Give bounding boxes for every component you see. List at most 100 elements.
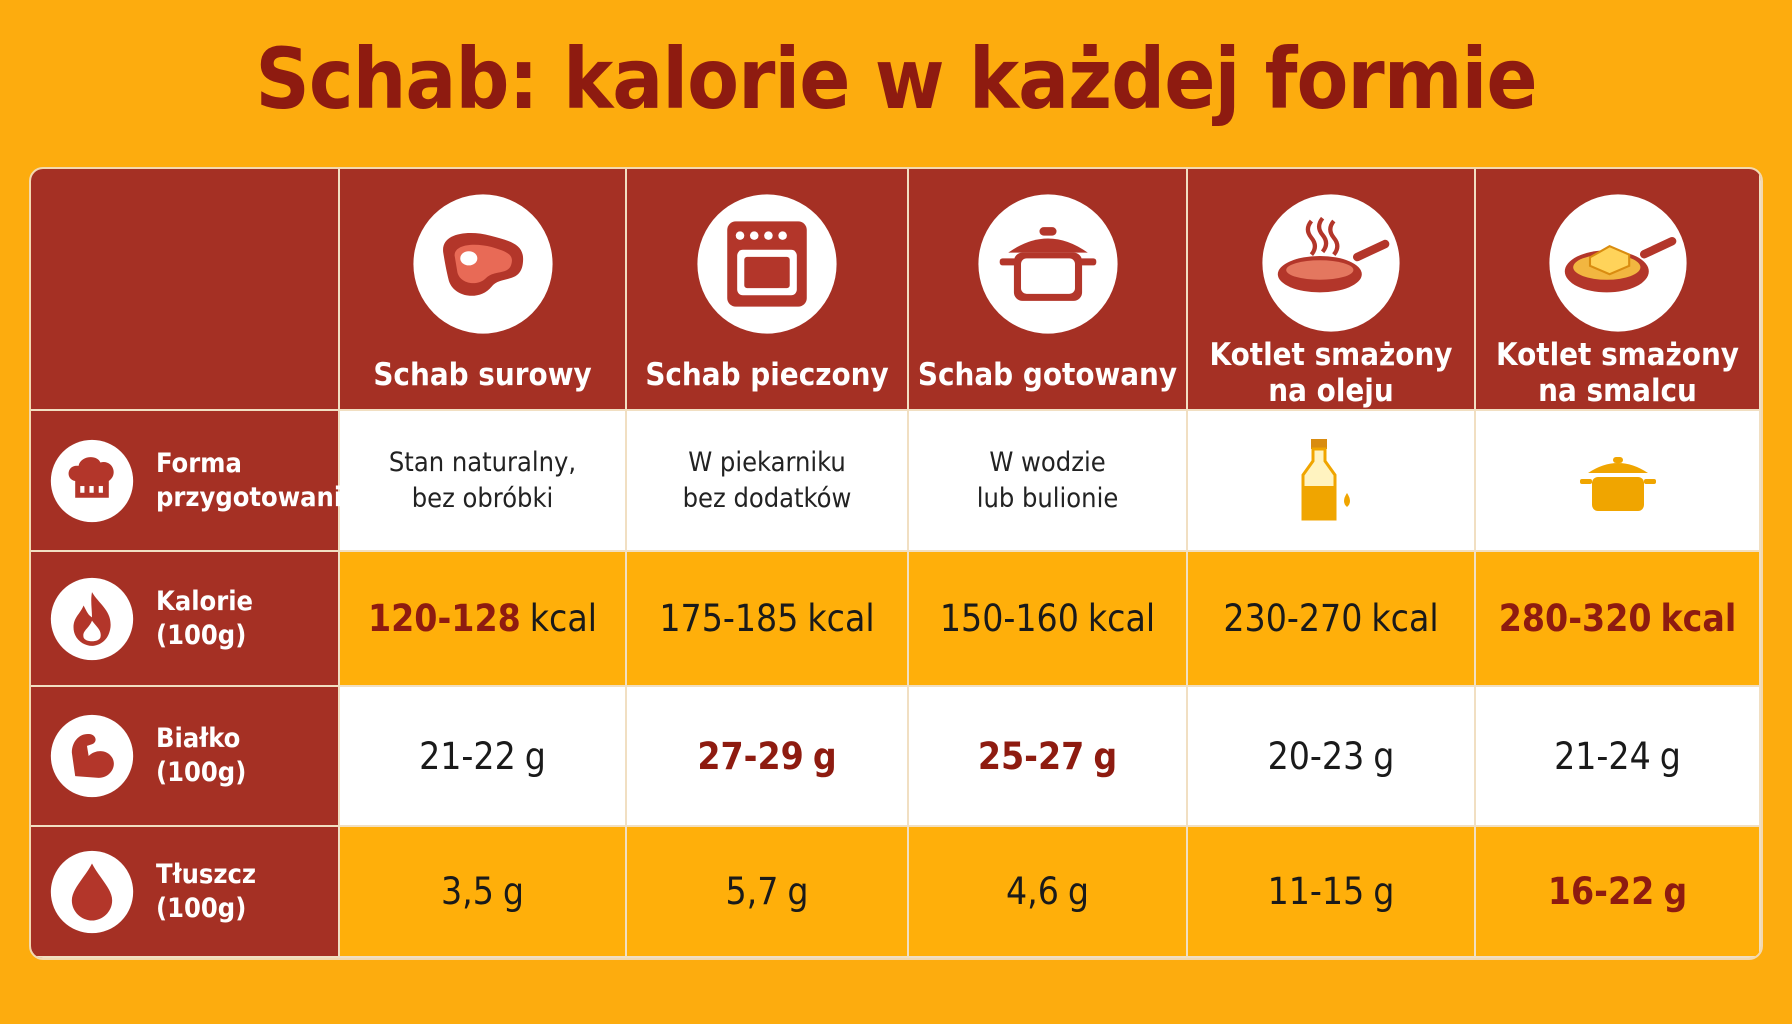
cell-value: 175-185 kcal [659,597,874,640]
table-cell: W wodzie lub bulionie [909,411,1188,552]
cell-line: bez obróbki [411,482,554,514]
table-cell: 5,7 g [627,827,909,958]
cell-value: 230-270 kcal [1223,597,1438,640]
value: 280-320 [1498,597,1652,640]
row-label: Tłuszcz (100g) [31,827,340,958]
cell-value: 27-29 g [697,735,836,778]
column-header: Schab gotowany [909,169,1188,411]
column-header: Kotlet smażony na oleju [1188,169,1476,411]
unit: g [1093,734,1118,778]
table-cell: 4,6 g [909,827,1188,958]
unit: g [1659,734,1681,778]
column-title: Kotlet smażony na oleju [1210,337,1453,409]
row-label-line: (100g) [156,892,247,924]
row-label-line: (100g) [156,757,247,788]
row-label-text: Forma przygotowania [156,447,359,515]
table-cell: 20-23 g [1188,687,1476,827]
unit: g [1067,870,1090,913]
column-title-line: Kotlet smażony [1496,337,1739,373]
cell-value: 3,5 g [441,870,524,913]
row-label-line: Tłuszcz [156,858,257,890]
cell-line: W wodzie [989,446,1106,478]
value: 21-24 [1554,734,1651,778]
column-icon [1262,194,1400,332]
cell-value: 25-27 g [978,735,1117,778]
row-label-text: Kalorie (100g) [156,585,253,653]
unit: g [1373,870,1395,913]
column-header: Schab pieczony [627,169,909,411]
column-title: Schab surowy [373,357,591,393]
value: 150-160 [939,597,1079,640]
unit: kcal [1660,597,1737,640]
cell-value: 21-22 g [419,735,546,778]
column-title: Kotlet smażony na smalcu [1496,337,1739,409]
cell-value: 120-128 kcal [368,597,597,640]
table-cell: 21-24 g [1476,687,1761,827]
cell-value: 11-15 g [1268,870,1395,913]
value: 175-185 [659,597,799,640]
row-label: Forma przygotowania [31,411,359,552]
table: Schab surowy Schab pieczony Schab gotowany… [29,167,1763,960]
column-title-line: Schab surowy [373,357,592,393]
cell-line: lub bulionie [976,482,1119,514]
column-title-line: Schab gotowany [917,357,1178,393]
value: 25-27 [977,734,1085,778]
value: 11-15 [1267,870,1365,913]
table-cell [1476,411,1761,552]
column-icon [697,194,837,334]
value: 20-23 [1267,734,1365,778]
table-cell: 175-185 kcal [627,552,909,687]
table-cell: 11-15 g [1188,827,1476,958]
table-cell [1188,411,1476,552]
table-cell: Stan naturalny, bez obróbki [340,411,627,552]
value: 4,6 [1005,870,1059,913]
cell-value: 20-23 g [1268,735,1395,778]
row-label-text: Tłuszcz (100g) [156,858,256,926]
value: 3,5 [440,870,494,913]
column-title-line: na smalcu [1538,373,1697,409]
value: 230-270 [1223,597,1363,640]
table-cell: 25-27 g [909,687,1188,827]
column-header: Kotlet smażony na smalcu [1476,169,1761,411]
table-cell: 16-22 g [1476,827,1761,958]
row-icon [50,850,134,933]
row-icon [50,577,134,660]
table-cell: 280-320 kcal [1476,552,1761,687]
unit: g [787,870,809,913]
cell-text: W wodzie lub bulionie [977,445,1119,517]
row-label-line: przygotowania [156,481,359,513]
table-cell: 27-29 g [627,687,909,827]
row-label-line: (100g) [156,619,247,651]
row-label-line: Białko [156,723,241,754]
column-header: Schab surowy [340,169,627,411]
cell-line: W piekarniku [688,446,846,478]
table-cell: 3,5 g [340,827,627,958]
cell-icon [1579,456,1656,511]
corner-cell [31,169,340,411]
cell-value: 16-22 g [1548,870,1687,913]
row-icon [50,439,134,522]
row-label-line: Forma [156,447,242,479]
table-cell: W piekarniku bez dodatków [627,411,909,552]
row-label-text: Białko (100g) [156,722,246,790]
column-title: Schab pieczony [645,357,888,393]
cell-text: W piekarniku bez dodatków [683,445,852,517]
row-icon [50,714,134,798]
value: 16-22 [1547,870,1655,913]
column-icon [977,194,1118,334]
column-title-line: na oleju [1268,373,1394,409]
cell-value: 150-160 kcal [940,597,1155,640]
cell-icon [1301,438,1350,520]
unit: g [1663,870,1688,913]
value: 27-29 [697,734,804,778]
unit: g [502,870,525,913]
unit: kcal [807,597,875,640]
cell-line: Stan naturalny, [388,446,577,478]
cell-value: 4,6 g [1006,870,1089,913]
row-label: Białko (100g) [31,687,340,827]
column-icon [1548,194,1687,332]
title: Schab: kalorie w każdej formie [255,30,1537,128]
unit: kcal [1087,597,1156,640]
cell-text: Stan naturalny, bez obróbki [389,445,576,517]
